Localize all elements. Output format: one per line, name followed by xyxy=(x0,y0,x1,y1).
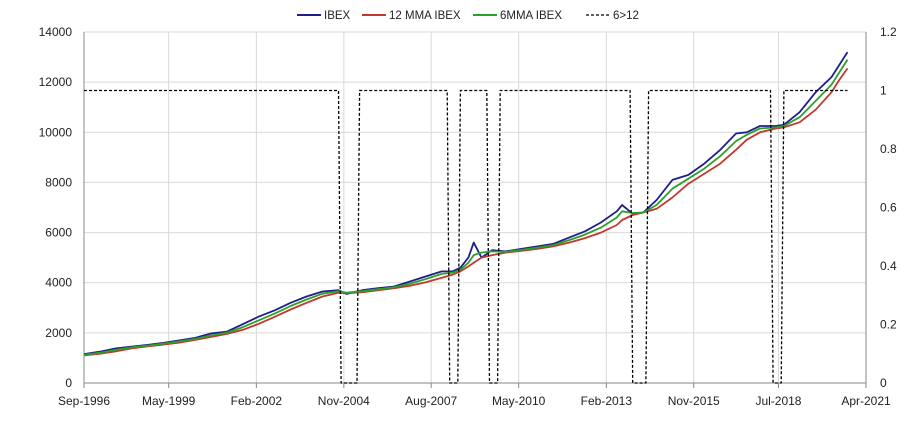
legend-label: 6MMA IBEX xyxy=(500,10,562,22)
x-tick-label: Nov-2015 xyxy=(668,394,720,408)
series-line-1 xyxy=(83,67,849,357)
x-tick-label: Sep-1996 xyxy=(58,394,110,408)
right-tick-label: 0.6 xyxy=(880,201,897,215)
series-line-0 xyxy=(83,51,849,356)
x-tick-label: Feb-2013 xyxy=(581,394,633,408)
x-tick-label: May-2010 xyxy=(492,394,546,408)
series-line-2 xyxy=(83,59,849,356)
right-tick-label: 1.2 xyxy=(880,25,897,39)
axes xyxy=(83,32,867,384)
x-axis-ticks: Sep-1996 May-1999 Feb-2002 Nov-2004 Aug-2007… xyxy=(58,383,891,408)
series-group xyxy=(83,51,849,384)
right-tick-label: 1 xyxy=(880,84,887,98)
left-tick-label: 2000 xyxy=(45,326,72,340)
grid-lines xyxy=(84,31,867,383)
right-axis-ticks: 0 0.2 0.4 0.6 0.8 1 1.2 xyxy=(880,25,897,390)
left-tick-label: 0 xyxy=(65,376,72,390)
legend-label: 6>12 xyxy=(613,10,639,22)
series-line-3 xyxy=(84,89,848,384)
left-tick-label: 4000 xyxy=(45,276,72,290)
left-tick-label: 8000 xyxy=(45,175,72,189)
legend-label: IBEX xyxy=(324,10,351,22)
x-tick-label: Nov-2004 xyxy=(318,394,370,408)
right-tick-label: 0.8 xyxy=(880,142,897,156)
x-tick-label: Aug-2007 xyxy=(405,394,457,408)
left-tick-label: 14000 xyxy=(39,25,73,39)
left-tick-label: 10000 xyxy=(39,125,73,139)
left-tick-label: 12000 xyxy=(39,75,73,89)
left-tick-label: 6000 xyxy=(45,226,72,240)
legend: IBEX 12 MMA IBEX 6MMA IBEX 6>12 xyxy=(297,10,639,22)
x-tick-label: Feb-2002 xyxy=(231,394,283,408)
legend-label: 12 MMA IBEX xyxy=(389,10,461,22)
left-axis-ticks: 0 2000 4000 6000 8000 10000 12000 14000 xyxy=(39,25,73,390)
right-tick-label: 0.2 xyxy=(880,318,897,332)
x-tick-label: Apr-2021 xyxy=(841,394,891,408)
x-tick-label: Jul-2018 xyxy=(755,394,801,408)
right-tick-label: 0 xyxy=(880,376,887,390)
x-tick-label: May-1999 xyxy=(142,394,196,408)
right-tick-label: 0.4 xyxy=(880,259,897,273)
